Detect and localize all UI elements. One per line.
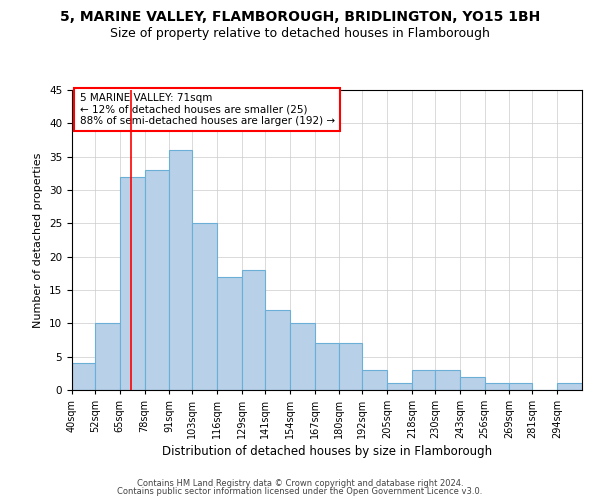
Bar: [314, 344, 340, 390]
Bar: [387, 384, 412, 390]
Bar: [242, 270, 265, 390]
Bar: [120, 176, 145, 390]
Bar: [412, 370, 435, 390]
Bar: [290, 324, 314, 390]
Text: 5, MARINE VALLEY, FLAMBOROUGH, BRIDLINGTON, YO15 1BH: 5, MARINE VALLEY, FLAMBOROUGH, BRIDLINGT…: [60, 10, 540, 24]
Bar: [460, 376, 485, 390]
X-axis label: Distribution of detached houses by size in Flamborough: Distribution of detached houses by size …: [162, 446, 492, 458]
Text: 5 MARINE VALLEY: 71sqm
← 12% of detached houses are smaller (25)
88% of semi-det: 5 MARINE VALLEY: 71sqm ← 12% of detached…: [80, 93, 335, 126]
Y-axis label: Number of detached properties: Number of detached properties: [34, 152, 43, 328]
Text: Size of property relative to detached houses in Flamborough: Size of property relative to detached ho…: [110, 28, 490, 40]
Bar: [145, 170, 169, 390]
Bar: [95, 324, 120, 390]
Bar: [193, 224, 217, 390]
Bar: [169, 150, 193, 390]
Bar: [72, 364, 95, 390]
Text: Contains public sector information licensed under the Open Government Licence v3: Contains public sector information licen…: [118, 487, 482, 496]
Bar: [362, 370, 387, 390]
Bar: [485, 384, 509, 390]
Bar: [509, 384, 532, 390]
Bar: [340, 344, 362, 390]
Bar: [217, 276, 242, 390]
Text: Contains HM Land Registry data © Crown copyright and database right 2024.: Contains HM Land Registry data © Crown c…: [137, 478, 463, 488]
Bar: [265, 310, 290, 390]
Bar: [557, 384, 582, 390]
Bar: [435, 370, 460, 390]
